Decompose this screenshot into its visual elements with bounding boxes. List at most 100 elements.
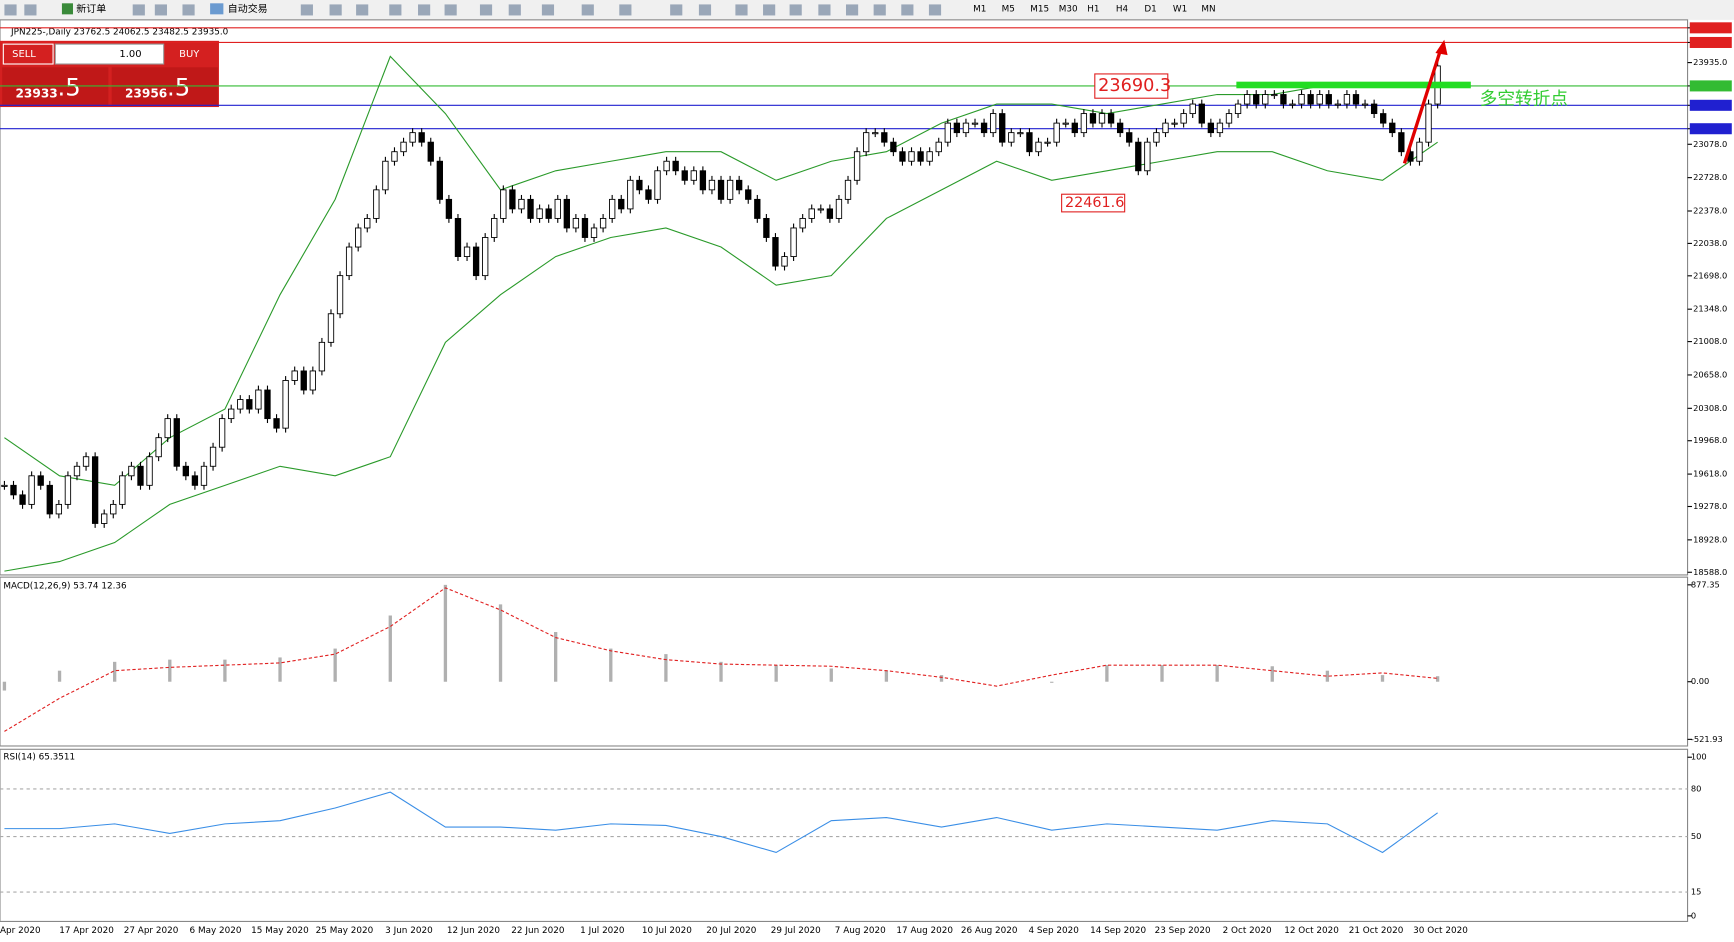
candle — [373, 189, 380, 219]
candle — [572, 217, 580, 229]
y-tick-label: 23078.0 — [1693, 139, 1727, 149]
tool-icon[interactable] — [418, 4, 431, 16]
x-tick-label: 20 Jul 2020 — [706, 926, 756, 936]
new-order-icon[interactable] — [61, 3, 73, 15]
candle — [872, 132, 879, 135]
toolbar — [0, 0, 1734, 20]
candle — [1225, 113, 1233, 124]
tool-icon[interactable] — [356, 4, 369, 16]
candle — [681, 170, 688, 181]
candle — [1298, 94, 1305, 105]
x-tick-label: 23 Sep 2020 — [1155, 926, 1211, 936]
x-tick-label: 30 Oct 2020 — [1413, 926, 1468, 936]
tool-icon[interactable] — [818, 4, 831, 16]
timeframe[interactable]: M1 — [973, 4, 986, 14]
candle — [273, 418, 280, 429]
candle — [364, 217, 371, 229]
annotation: 22461.6 — [1065, 195, 1124, 211]
timeframe[interactable]: M15 — [1030, 4, 1049, 14]
timeframe[interactable]: M5 — [1002, 4, 1015, 14]
candle — [1107, 113, 1115, 124]
candle — [291, 370, 298, 381]
tool-icon[interactable] — [928, 4, 942, 16]
candle — [672, 160, 679, 172]
auto-trading[interactable]: 自动交易 — [228, 2, 268, 15]
candle — [164, 418, 171, 439]
sell-button[interactable] — [2, 43, 54, 65]
candle — [1062, 122, 1069, 125]
tool-icon[interactable] — [763, 4, 776, 16]
candle — [110, 503, 117, 515]
tool-icon[interactable] — [698, 4, 712, 16]
tool-icon[interactable] — [329, 4, 342, 16]
new-order[interactable]: 新订单 — [76, 2, 106, 15]
timeframe[interactable]: W1 — [1173, 4, 1187, 14]
candle — [609, 198, 616, 219]
candle — [1316, 94, 1323, 105]
candle — [46, 484, 53, 515]
candle — [545, 208, 552, 219]
candle — [355, 227, 362, 248]
sell-label[interactable]: SELL — [12, 49, 36, 60]
tool-icon[interactable] — [444, 4, 457, 16]
price-level-tag — [1689, 99, 1732, 111]
timeframe[interactable]: MN — [1201, 4, 1215, 14]
candle — [853, 151, 861, 181]
x-tick-label: 12 Oct 2020 — [1284, 926, 1339, 936]
candle — [345, 246, 353, 277]
tool-icon[interactable] — [670, 4, 683, 16]
tool-icon[interactable] — [389, 4, 402, 16]
tool-icon[interactable] — [541, 4, 555, 16]
y-tick-label: 21348.0 — [1693, 304, 1727, 314]
timeframe[interactable]: H1 — [1087, 4, 1099, 14]
candle — [500, 189, 507, 219]
candle — [418, 132, 425, 143]
tool-icon[interactable] — [24, 4, 37, 16]
sell-price: 23933 — [15, 86, 57, 100]
candle — [989, 113, 997, 134]
candle — [1425, 103, 1432, 143]
lot-input[interactable] — [54, 43, 165, 65]
timeframe[interactable]: M30 — [1059, 4, 1078, 14]
y-tick-label: 19618.0 — [1693, 469, 1727, 479]
tool-icon[interactable] — [873, 4, 886, 16]
tool-icon[interactable] — [845, 4, 859, 16]
tool-icon[interactable] — [154, 4, 167, 16]
candle — [1280, 94, 1287, 105]
candle — [1116, 122, 1124, 134]
candle — [899, 151, 906, 162]
candle — [10, 484, 17, 496]
buy-label[interactable]: BUY — [179, 49, 200, 60]
lot-value[interactable]: 1.00 — [119, 49, 141, 60]
auto-trade-icon[interactable] — [210, 3, 224, 15]
tool-icon[interactable] — [300, 4, 313, 16]
price-level-tag — [1689, 80, 1732, 92]
candle — [146, 456, 153, 486]
tool-icon[interactable] — [132, 4, 145, 16]
x-tick-label: 6 May 2020 — [190, 926, 242, 936]
tool-icon[interactable] — [619, 4, 632, 16]
y-tick-label: 0 — [1691, 910, 1696, 920]
timeframe[interactable]: H4 — [1116, 4, 1129, 14]
candle — [1008, 132, 1015, 143]
candle — [1180, 113, 1187, 124]
tool-icon[interactable] — [4, 4, 17, 16]
x-tick-label: 21 Oct 2020 — [1349, 926, 1404, 936]
candle — [1370, 103, 1378, 115]
price-level-tag — [1689, 36, 1732, 48]
tool-icon[interactable] — [901, 4, 914, 16]
tool-icon[interactable] — [735, 4, 748, 16]
candle — [1071, 122, 1078, 134]
timeframe[interactable]: D1 — [1144, 4, 1156, 14]
y-tick-label: 21698.0 — [1693, 270, 1727, 280]
candle — [91, 456, 99, 524]
tool-icon[interactable] — [479, 4, 493, 16]
candle — [699, 170, 707, 191]
tool-icon[interactable] — [789, 4, 802, 16]
tool-icon[interactable] — [508, 4, 521, 16]
tool-icon[interactable] — [182, 4, 195, 16]
y-tick-label: 22378.0 — [1693, 206, 1727, 216]
y-tick-label: 100 — [1691, 752, 1707, 762]
candle — [1234, 103, 1242, 115]
tool-icon[interactable] — [581, 4, 594, 16]
